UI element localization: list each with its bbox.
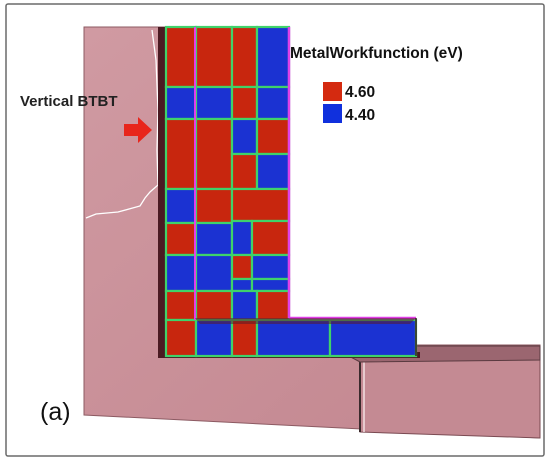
legend-title: MetalWorkfunction (eV) (290, 45, 463, 62)
metal-grain (194, 318, 234, 358)
metal-grain (255, 289, 291, 322)
legend-swatch-red (323, 82, 342, 101)
metal-grain (194, 25, 234, 89)
substrate-front-face (359, 355, 541, 439)
metal-grain (328, 318, 418, 358)
metal-grain (164, 253, 198, 293)
legend: MetalWorkfunction (eV) 4.60 4.40 (290, 45, 463, 124)
metal-grain (255, 85, 291, 121)
metal-grain (194, 289, 234, 322)
legend-label-440: 4.40 (345, 107, 375, 124)
gate-top-face (195, 318, 416, 324)
right-arrow-icon (124, 117, 152, 143)
metal-gate (164, 25, 418, 358)
metal-grain (164, 187, 198, 225)
metal-grain (164, 117, 198, 191)
legend-label-460: 4.60 (345, 84, 375, 101)
metal-grain (230, 117, 259, 156)
metal-grain (230, 289, 259, 322)
metal-grain (230, 85, 259, 121)
legend-swatch-blue (323, 104, 342, 123)
metal-grain (230, 318, 259, 358)
metal-grain (164, 25, 198, 89)
metal-grain (194, 117, 234, 191)
panel-label: (a) (40, 398, 71, 426)
vertical-btbt-label: Vertical BTBT (20, 93, 118, 110)
metal-grain (250, 219, 291, 257)
metal-grain (230, 277, 254, 293)
metal-grain (250, 253, 291, 281)
metal-grain (255, 117, 291, 156)
metal-grain (164, 85, 198, 121)
metal-grain (194, 187, 234, 225)
metal-grain (255, 318, 332, 358)
metal-grain (250, 277, 291, 293)
metal-grain (255, 152, 291, 191)
metal-grain (230, 219, 254, 257)
metal-grain (230, 152, 259, 191)
metal-grain (194, 85, 234, 121)
metal-grains (164, 25, 418, 358)
metal-grain (164, 289, 198, 322)
btbt-boundary-trace (85, 29, 159, 219)
metal-grain (194, 221, 234, 257)
metal-grain (230, 187, 291, 223)
metal-grain (164, 318, 198, 358)
metal-grain (194, 253, 234, 293)
metal-grain (230, 25, 259, 89)
metal-grain (230, 253, 254, 281)
metal-grain (164, 221, 198, 257)
metal-grain (255, 25, 291, 89)
